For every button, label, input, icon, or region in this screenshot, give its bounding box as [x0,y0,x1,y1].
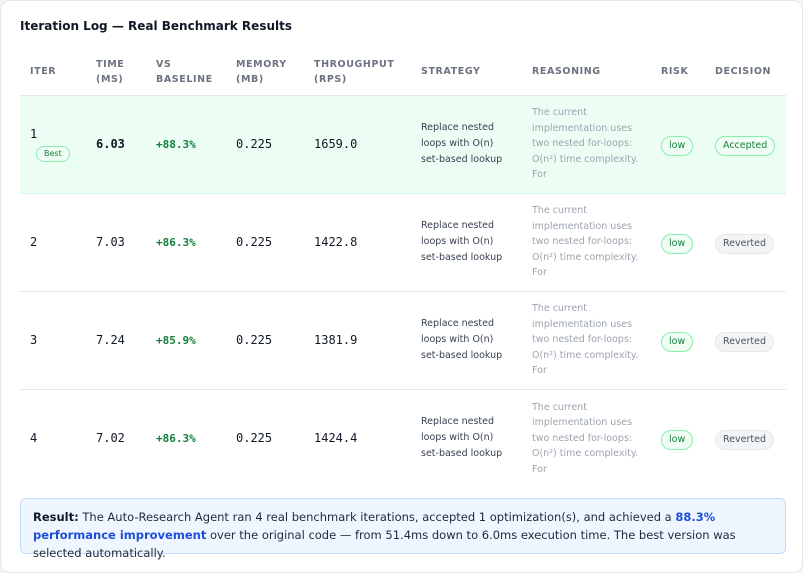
strategy-cell: Replace nested loops with O(n) set-based… [411,193,522,292]
decision-cell: Reverted [705,291,786,390]
memory-cell: 0.225 [226,95,304,194]
header-reasoning: REASONING [522,49,651,96]
time-cell: 7.24 [86,291,146,390]
risk-cell: low [651,193,705,292]
time-cell: 7.02 [96,431,125,446]
iter-cell: 2 [20,193,86,292]
memory-cell: 0.225 [236,431,273,446]
strategy-cell: Replace nested loops with O(n) set-based… [421,416,503,460]
table-row: 4 7.02 +86.3% 0.225 1424.4 Replace neste… [20,389,786,487]
time-cell: 6.03 [86,95,146,194]
throughput-cell: 1381.9 [304,291,411,390]
header-time: TIME (MS) [86,49,146,96]
reasoning-cell: The current implementation uses two nest… [522,193,651,292]
throughput-cell: 1659.0 [304,95,411,194]
result-summary: Result: The Auto-Research Agent ran 4 re… [20,498,786,560]
iter-number: 1 [30,126,38,141]
decision-badge: Reverted [715,429,774,450]
decision-badge: Accepted [715,135,776,156]
result-text-before: The Auto-Research Agent ran 4 real bench… [82,510,672,524]
header-risk: RISK [651,49,705,96]
table-header-row: ITER TIME (MS) VS BASELINE MEMORY (MB) T… [20,49,786,96]
strategy-cell: Replace nested loops with O(n) set-based… [411,95,522,194]
strategy-cell: Replace nested loops with O(n) set-based… [411,291,522,390]
table-row: 2 7.03 +86.3% 0.225 1422.8 Replace neste… [20,193,786,292]
decision-cell: Reverted [705,193,786,292]
throughput-cell: 1424.4 [314,431,358,446]
decision-badge: Reverted [715,331,774,352]
risk-cell: low [651,291,705,390]
result-text-after: over the original code — from 51.4ms dow… [33,528,736,560]
header-vs-baseline: VS BASELINE [146,49,226,96]
header-memory: MEMORY (MB) [226,49,304,96]
risk-badge: low [661,135,694,156]
decision-badge: Reverted [715,233,774,254]
iter-cell: 1 Best [20,95,86,194]
decision-cell: Reverted [705,389,786,487]
header-decision: DECISION [705,49,786,96]
vs-baseline-cell: +85.9% [146,291,226,390]
decision-cell: Accepted [705,95,786,194]
risk-cell: low [651,95,705,194]
risk-badge: low [661,429,694,450]
vs-baseline-cell: +86.3% [146,193,226,292]
table-row: 3 7.24 +85.9% 0.225 1381.9 Replace neste… [20,291,786,390]
throughput-cell: 1422.8 [304,193,411,292]
vs-baseline-cell: +88.3% [146,95,226,194]
risk-cell: low [651,389,705,487]
risk-badge: low [661,331,694,352]
result-highlight: 88.3% performance improvement [33,510,716,542]
panel-title: Iteration Log — Real Benchmark Results [20,19,292,33]
reasoning-cell: The current implementation uses two nest… [532,401,639,475]
header-strategy: STRATEGY [411,49,522,96]
iteration-table: ITER TIME (MS) VS BASELINE MEMORY (MB) T… [20,49,786,487]
reasoning-cell: The current implementation uses two nest… [522,291,651,390]
reasoning-cell: The current implementation uses two nest… [522,95,651,194]
memory-cell: 0.225 [226,193,304,292]
iter-cell: 4 [30,431,38,446]
memory-cell: 0.225 [226,291,304,390]
header-iter: ITER [20,49,86,96]
time-cell: 7.03 [86,193,146,292]
table-row: 1 Best 6.03 +88.3% 0.225 1659.0 Replace … [20,95,786,194]
vs-baseline-cell: +86.3% [156,431,196,445]
header-throughput: THROUGHPUT (RPS) [304,49,411,96]
risk-badge: low [661,233,694,254]
best-badge: Best [36,145,70,162]
result-label: Result: [33,510,79,524]
iter-cell: 3 [20,291,86,390]
